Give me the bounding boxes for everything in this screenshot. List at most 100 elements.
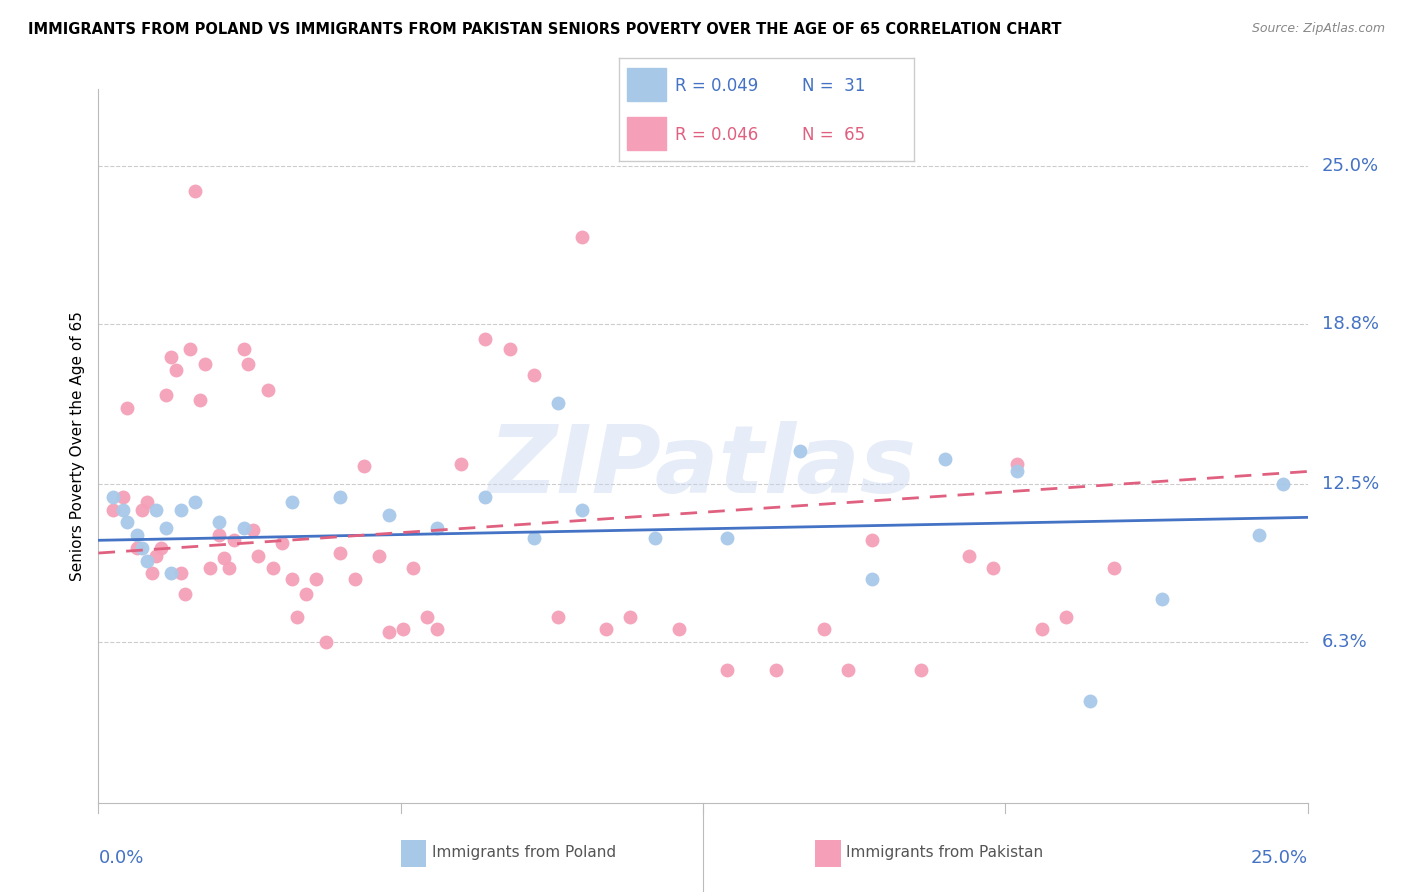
Point [281,495,304,509]
Point [184,184,207,198]
Point [1007,465,1029,479]
Text: 18.8%: 18.8% [1322,315,1379,333]
Point [981,561,1004,575]
Point [315,635,337,649]
Text: Immigrants from Pakistan: Immigrants from Pakistan [846,846,1043,860]
Text: R = 0.046: R = 0.046 [675,126,758,144]
Point [212,551,235,566]
Point [150,541,173,555]
Point [184,495,207,509]
Point [377,508,399,522]
Point [218,561,240,575]
Point [232,520,254,534]
Point [256,383,278,397]
Text: R = 0.049: R = 0.049 [675,77,758,95]
Point [232,342,254,356]
Point [281,572,304,586]
Point [716,663,738,677]
Point [353,459,375,474]
Text: 25.0%: 25.0% [1250,848,1308,867]
Point [644,531,666,545]
Y-axis label: Seniors Poverty Over the Age of 65: Seniors Poverty Over the Age of 65 [69,311,84,581]
Point [165,362,187,376]
Point [111,490,134,504]
Point [716,531,738,545]
Point [188,393,211,408]
Point [174,587,197,601]
Point [135,554,157,568]
Point [285,609,308,624]
Point [837,663,859,677]
Point [247,549,270,563]
Text: Immigrants from Poland: Immigrants from Poland [432,846,616,860]
Point [392,623,415,637]
Point [523,531,546,545]
Point [426,623,449,637]
Point [910,663,932,677]
Point [1102,561,1125,575]
Point [155,520,177,534]
Point [1031,623,1053,637]
Bar [627,118,666,150]
Point [957,549,980,563]
Point [101,502,124,516]
Point [450,457,472,471]
Point [194,358,217,372]
Point [111,502,134,516]
Text: 6.3%: 6.3% [1322,633,1368,651]
Point [426,520,449,534]
Point [127,541,149,555]
Point [242,523,264,537]
Point [498,342,520,356]
Point [571,230,593,244]
Point [155,388,177,402]
Point [131,502,153,516]
Point [271,536,294,550]
Point [135,495,157,509]
Point [329,490,352,504]
Text: ZIPatlas: ZIPatlas [489,421,917,514]
Point [198,561,221,575]
Point [474,490,496,504]
Text: 25.0%: 25.0% [1322,157,1379,175]
Point [402,561,425,575]
Point [117,401,139,415]
Point [547,609,569,624]
Point [141,566,163,581]
Point [1249,528,1271,542]
Point [668,623,690,637]
Point [595,623,617,637]
Text: 0.0%: 0.0% [98,848,143,867]
Point [222,533,245,548]
Point [474,332,496,346]
Point [416,609,439,624]
Text: N =  31: N = 31 [801,77,865,95]
Point [934,451,956,466]
Point [368,549,391,563]
Point [208,516,231,530]
Point [131,541,153,555]
Point [305,572,328,586]
Text: IMMIGRANTS FROM POLAND VS IMMIGRANTS FROM PAKISTAN SENIORS POVERTY OVER THE AGE : IMMIGRANTS FROM POLAND VS IMMIGRANTS FRO… [28,22,1062,37]
Point [789,444,811,458]
Point [295,587,318,601]
Point [860,533,883,548]
Point [145,549,167,563]
Point [329,546,352,560]
Point [343,572,366,586]
Text: 12.5%: 12.5% [1322,475,1379,493]
Point [238,358,260,372]
Point [765,663,787,677]
Text: N =  65: N = 65 [801,126,865,144]
Point [169,566,191,581]
Bar [627,69,666,101]
Text: Source: ZipAtlas.com: Source: ZipAtlas.com [1251,22,1385,36]
Point [547,395,569,409]
Point [208,528,231,542]
Point [101,490,124,504]
Point [262,561,284,575]
Point [860,572,883,586]
Point [1152,591,1174,606]
Point [179,342,201,356]
Point [1078,694,1101,708]
